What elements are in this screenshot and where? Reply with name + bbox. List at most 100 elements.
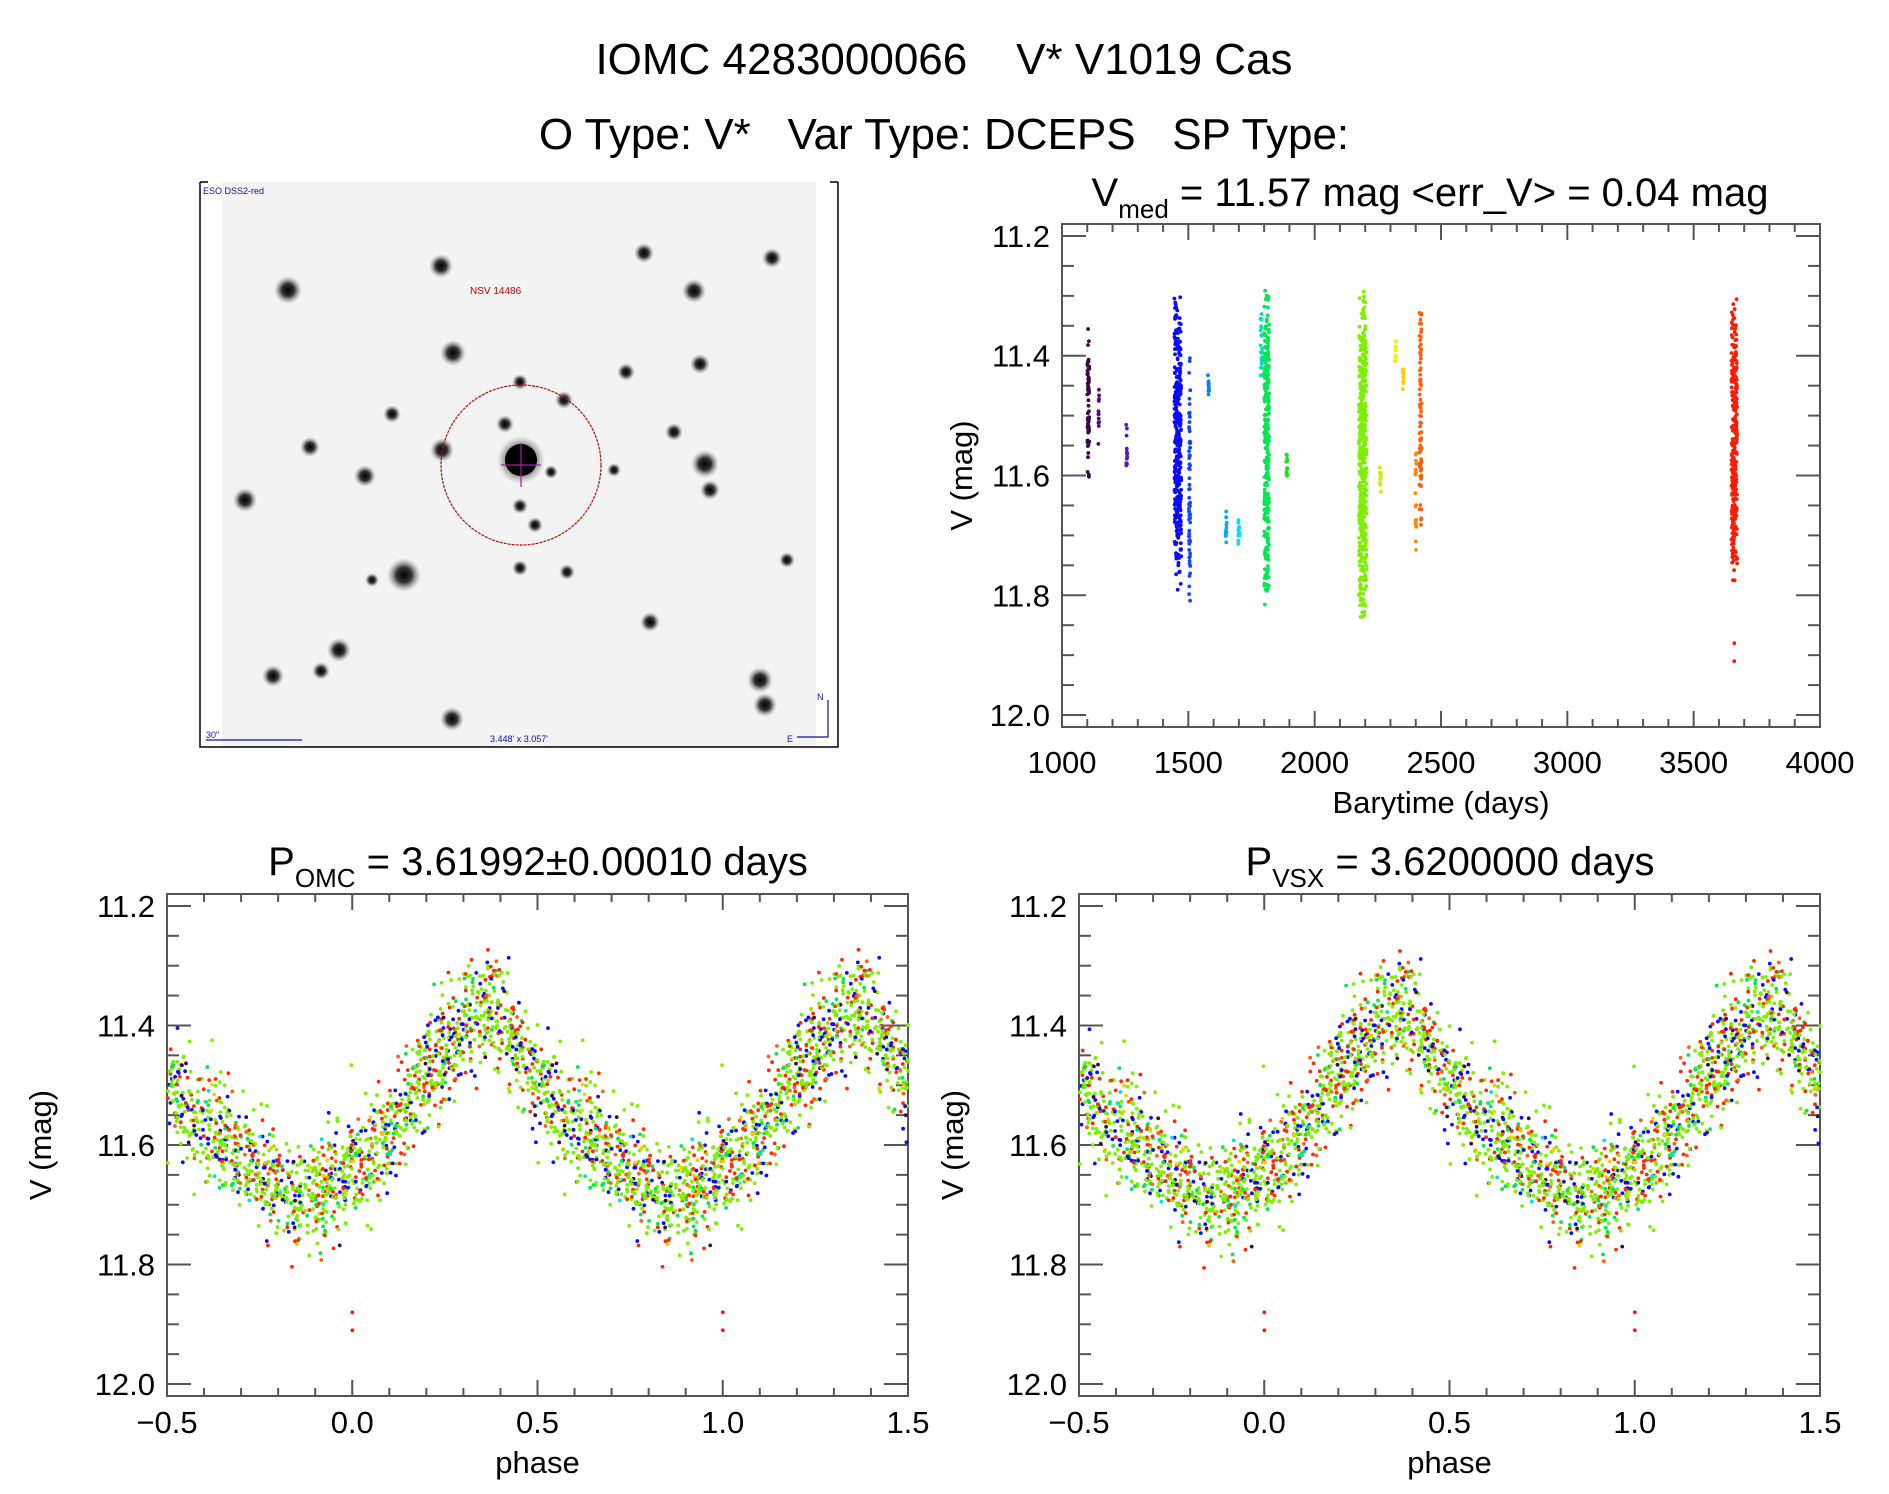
data-point (333, 1172, 338, 1177)
data-point (1357, 324, 1362, 329)
data-point (797, 1113, 802, 1117)
data-point (476, 990, 480, 994)
data-point (404, 1118, 409, 1123)
data-point (237, 1202, 242, 1207)
data-point (461, 1057, 465, 1062)
data-point (650, 1164, 655, 1169)
data-point (690, 1145, 695, 1150)
data-point (384, 1171, 389, 1176)
data-point (1187, 415, 1192, 419)
data-point (739, 1227, 744, 1231)
data-point (1187, 506, 1191, 511)
data-point (597, 1071, 601, 1076)
data-point (773, 1077, 778, 1082)
data-point (1187, 548, 1192, 552)
data-point (689, 1258, 694, 1262)
data-point (1733, 510, 1738, 514)
data-point (260, 1190, 265, 1195)
data-point (662, 1209, 667, 1214)
data-point (234, 1162, 239, 1167)
data-point (470, 980, 475, 985)
data-point (713, 1165, 718, 1169)
data-point (270, 1192, 274, 1196)
data-point (1264, 455, 1269, 460)
data-point (344, 1221, 349, 1226)
data-point (663, 1193, 668, 1198)
data-point (874, 1008, 878, 1012)
data-point (593, 1083, 597, 1088)
data-point (507, 1037, 511, 1041)
data-point (796, 1073, 801, 1078)
data-point (266, 1171, 271, 1176)
data-point (870, 1041, 875, 1046)
data-point (410, 1066, 415, 1071)
data-point (334, 1195, 339, 1200)
data-point (285, 1221, 290, 1226)
data-point (769, 1092, 773, 1097)
data-point (695, 1180, 700, 1185)
data-point (746, 1176, 750, 1181)
data-point (444, 1043, 449, 1048)
data-point (482, 1023, 486, 1028)
data-point (206, 1103, 211, 1107)
data-point (171, 1063, 176, 1068)
data-point (181, 1054, 186, 1059)
data-point (1732, 343, 1737, 348)
data-point (487, 1013, 492, 1017)
data-point (795, 1045, 800, 1049)
data-point (751, 1104, 756, 1108)
data-point (1175, 357, 1180, 362)
data-point (1735, 561, 1739, 566)
data-point (267, 1132, 272, 1137)
data-point (276, 1157, 281, 1162)
data-point (361, 1125, 365, 1130)
data-point (344, 1192, 349, 1196)
data-point (394, 1111, 398, 1115)
data-point (385, 1191, 390, 1196)
data-point (560, 1098, 565, 1102)
data-point (342, 1172, 346, 1177)
data-point (257, 1171, 261, 1175)
data-point (1732, 330, 1737, 334)
data-point (388, 1088, 392, 1093)
data-point (759, 1104, 764, 1109)
data-point (1364, 349, 1368, 354)
x-axis-label: Barytime (days) (1332, 785, 1549, 820)
data-point (457, 1032, 462, 1037)
data-point (474, 971, 479, 975)
data-point (1263, 437, 1268, 442)
data-point (1361, 471, 1366, 475)
data-point (276, 1180, 281, 1184)
data-point (284, 1200, 289, 1205)
data-point (345, 1175, 350, 1179)
data-point (1734, 337, 1739, 342)
data-point (746, 1193, 751, 1198)
data-point (343, 1179, 347, 1184)
data-point (634, 1187, 639, 1192)
data-point (579, 1117, 584, 1122)
data-point (507, 1082, 512, 1087)
data-point (1175, 462, 1180, 467)
data-point (217, 1185, 222, 1190)
data-point (542, 1092, 547, 1096)
data-point (890, 1036, 895, 1040)
data-point (1265, 383, 1270, 388)
data-point (440, 1085, 444, 1089)
data-point (726, 1117, 731, 1121)
data-point (292, 1225, 297, 1230)
data-point (1358, 501, 1363, 506)
data-point (374, 1140, 379, 1145)
data-point (486, 1017, 491, 1022)
data-point (323, 1233, 327, 1238)
data-point (399, 1151, 403, 1156)
data-point (1172, 520, 1177, 524)
data-point (321, 1202, 326, 1207)
data-point (331, 1189, 335, 1194)
data-point (436, 1051, 440, 1056)
data-point (616, 1136, 620, 1141)
data-point (427, 1059, 432, 1064)
data-point (788, 1069, 793, 1073)
data-point (262, 1143, 267, 1148)
data-point (859, 976, 864, 981)
data-point (584, 1153, 589, 1158)
